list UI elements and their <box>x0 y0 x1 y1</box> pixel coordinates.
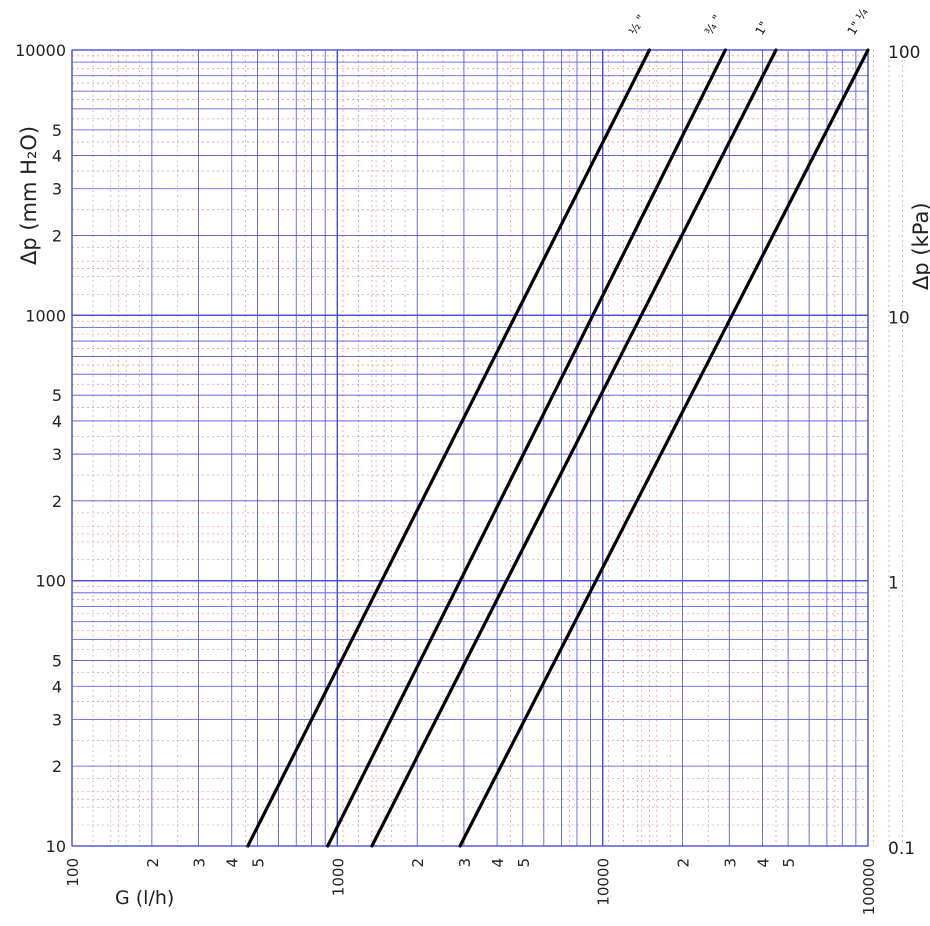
series-label-4: 1" ¼ <box>844 5 871 37</box>
series-labels: ½ " ¾ " 1" 1" ¼ <box>626 5 871 37</box>
y-minor-tick-label: 4 <box>52 147 62 166</box>
y-minor-tick-label: 4 <box>52 412 62 431</box>
y-minor-tick-label: 2 <box>52 492 62 511</box>
x-minor-tick-label: 4 <box>754 858 772 868</box>
series-line-1 <box>246 48 651 848</box>
x-tick-label: 1000 <box>329 858 347 896</box>
y-minor-tick-label: 3 <box>52 710 62 729</box>
y-right-tick-label: 100 <box>888 43 920 63</box>
series-label-3: 1" <box>752 19 771 37</box>
y-right-tick-label: 10 <box>888 308 910 328</box>
x-minor-tick-label: 4 <box>489 858 507 868</box>
series-line-3 <box>370 48 778 848</box>
x-minor-tick-label: 2 <box>144 858 162 868</box>
y-tick-label: 10000 <box>15 41 66 60</box>
x-minor-tick-label: 5 <box>780 858 798 868</box>
bottom-axis-ticks: 100 2 3 4 5 1000 2 3 4 5 10000 2 3 4 5 100000 <box>64 858 878 915</box>
x-minor-tick-label: 5 <box>515 858 533 868</box>
minor-grid <box>72 50 903 846</box>
y-minor-tick-label: 5 <box>52 386 62 405</box>
y-minor-tick-label: 5 <box>52 652 62 671</box>
x-minor-tick-label: 2 <box>409 858 427 868</box>
y-tick-label: 100 <box>35 572 66 591</box>
x-minor-tick-label: 3 <box>456 858 474 868</box>
x-minor-tick-label: 5 <box>249 858 267 868</box>
y-tick-label: 1000 <box>25 306 66 325</box>
y-minor-tick-label: 2 <box>52 757 62 776</box>
x-minor-tick-label: 4 <box>224 858 242 868</box>
series-lines <box>246 48 870 848</box>
x-tick-label: 100 <box>64 858 82 887</box>
major-grid <box>71 49 869 847</box>
x-tick-label: 10000 <box>595 858 613 906</box>
x-tick-label: 100000 <box>860 858 878 915</box>
x-minor-tick-label: 3 <box>191 858 209 868</box>
series-line-4 <box>458 48 870 848</box>
plot-frame <box>71 49 869 847</box>
y-minor-tick-label: 3 <box>52 445 62 464</box>
series-label-1: ½ " <box>626 12 649 37</box>
series-line-2 <box>326 48 727 848</box>
series-label-2: ¾ " <box>702 12 725 37</box>
right-axis-ticks: 0.1 1 10 100 <box>888 43 920 859</box>
y-right-tick-label: 1 <box>888 574 899 594</box>
y-minor-tick-label: 5 <box>52 121 62 140</box>
y-minor-tick-label: 2 <box>52 226 62 245</box>
y-axis-label-left: Δp (mm H₂O) <box>17 126 41 265</box>
y-minor-tick-label: 3 <box>52 180 62 199</box>
y-tick-label: 10 <box>46 837 66 856</box>
y-axis-label-right: Δp (kPa) <box>909 202 930 290</box>
x-minor-tick-label: 2 <box>675 858 693 868</box>
x-axis-label: G (l/h) <box>115 887 174 909</box>
y-right-tick-label: 0.1 <box>888 839 915 859</box>
left-axis-ticks: 10 2 3 4 5 100 2 3 4 5 1000 2 3 4 5 10000 <box>15 41 66 856</box>
y-minor-tick-label: 4 <box>52 677 62 696</box>
x-minor-tick-label: 3 <box>721 858 739 868</box>
